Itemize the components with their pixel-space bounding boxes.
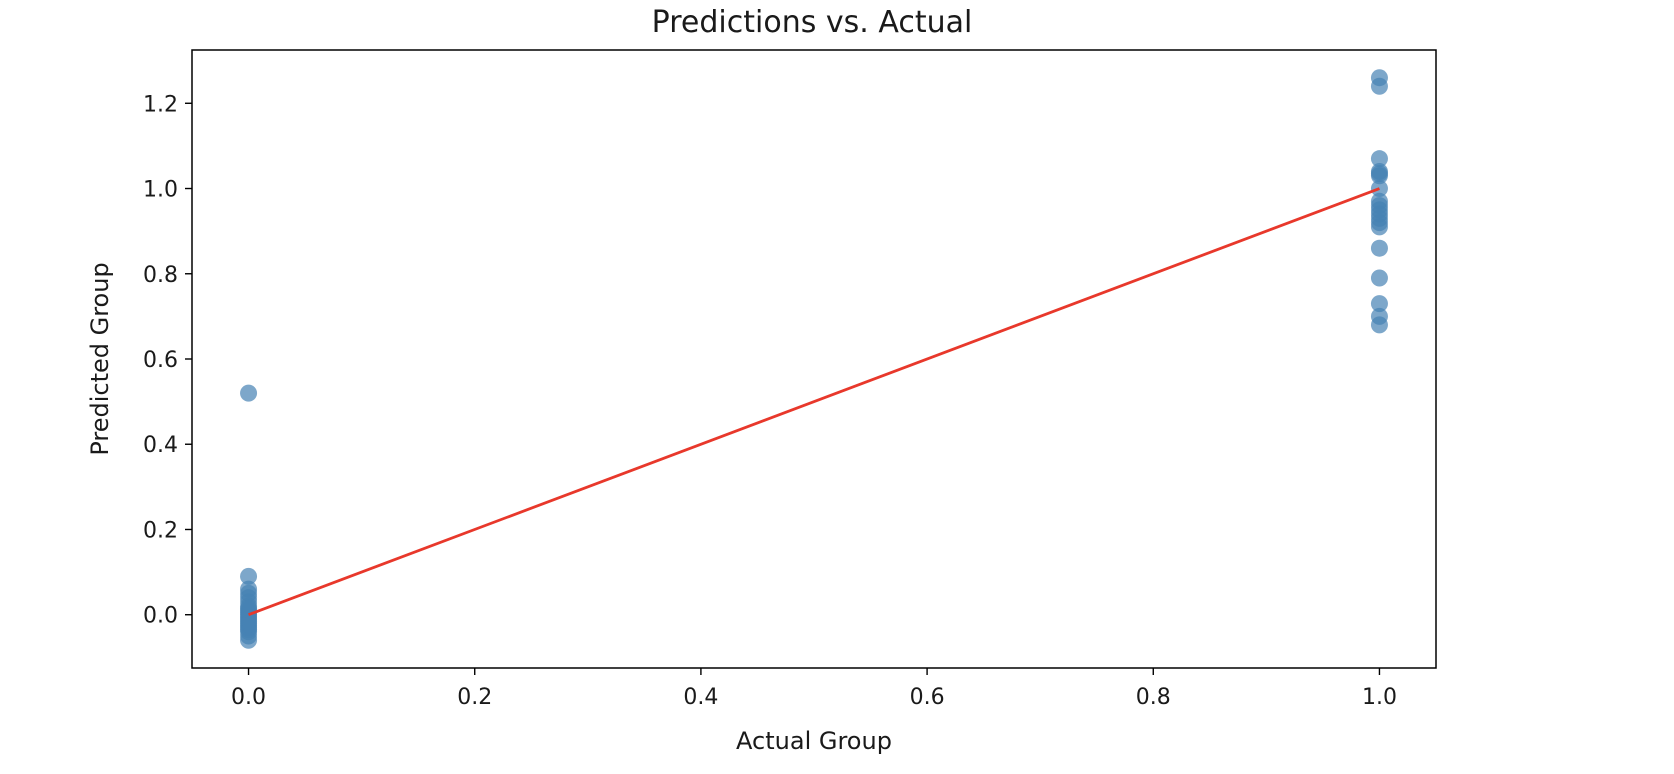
x-tick-label: 0.4 — [683, 685, 718, 710]
scatter-point — [240, 567, 258, 585]
scatter-point — [1370, 316, 1388, 334]
scatter-point — [1370, 239, 1388, 257]
y-tick-label: 1.2 — [143, 92, 178, 117]
reference-line — [248, 187, 1380, 617]
x-tick-label: 1.0 — [1362, 685, 1397, 710]
chart-title: Predictions vs. Actual — [652, 5, 973, 40]
x-tick-label: 0.0 — [231, 685, 266, 710]
x-tick-label: 0.8 — [1136, 685, 1171, 710]
y-tick-label: 0.4 — [143, 433, 178, 458]
y-axis-label: Predicted Group — [86, 262, 114, 455]
scatter-point — [1370, 167, 1388, 185]
scatter-point — [1370, 295, 1388, 313]
scatter-point — [1370, 77, 1388, 95]
y-tick-label: 1.0 — [143, 178, 178, 203]
x-tick-label: 0.6 — [910, 685, 945, 710]
plot-frame — [191, 49, 1437, 669]
x-tick-label: 0.2 — [457, 685, 492, 710]
x-axis-label: Actual Group — [736, 727, 892, 755]
scatter-point — [1370, 150, 1388, 168]
y-tick-label: 0.0 — [143, 604, 178, 629]
scatter-point — [240, 384, 258, 402]
scatter-point — [240, 631, 258, 649]
y-tick-label: 0.8 — [143, 263, 178, 288]
scatter-point — [1370, 269, 1388, 287]
y-tick-label: 0.2 — [143, 518, 178, 543]
scatter-point — [1370, 218, 1388, 236]
y-tick-label: 0.6 — [143, 348, 178, 373]
